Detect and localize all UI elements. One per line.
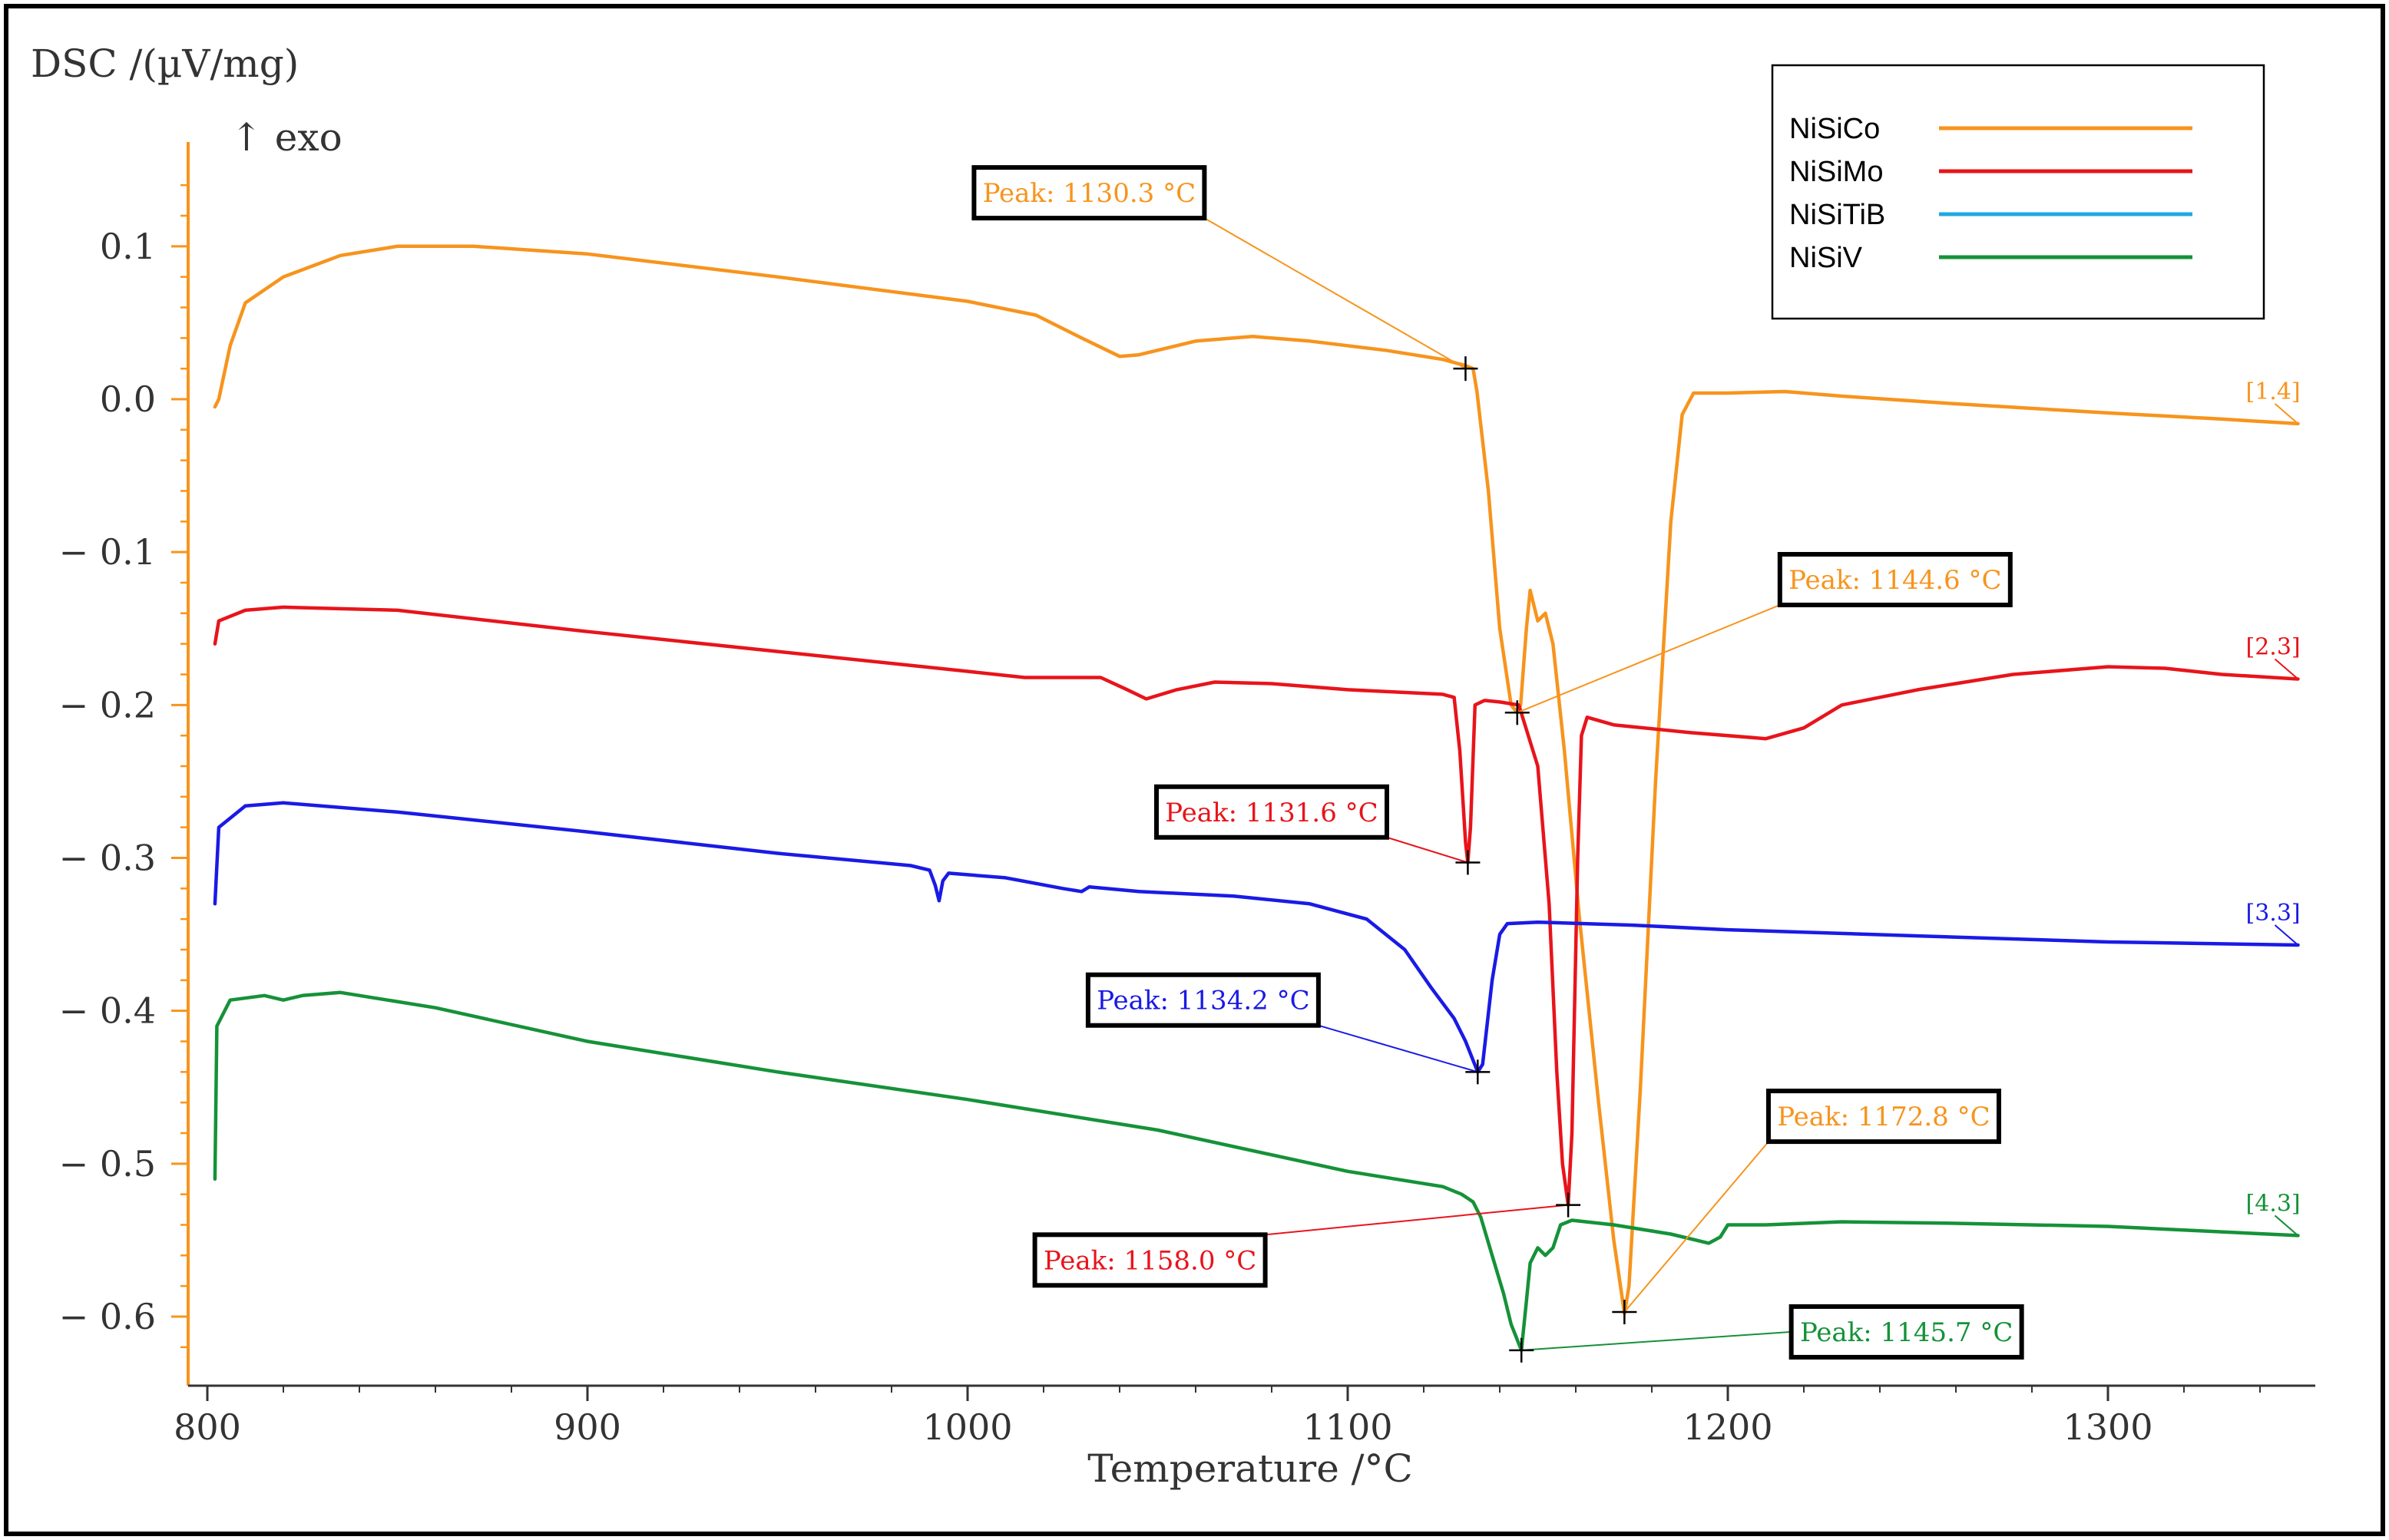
y-tick-label: − 0.3 <box>59 838 156 879</box>
annotation-layer: Peak: 1130.3 °C Peak: 1144.6 °C Peak: 1131… <box>971 165 2024 1363</box>
legend-label: NiSiV <box>1789 242 1863 274</box>
series-end-label: [4.3] <box>2246 1190 2301 1217</box>
annotation-leader <box>1623 1141 1769 1313</box>
annotation-label: Peak: 1144.6 °C <box>1788 565 2001 596</box>
series-line-nisitib <box>213 801 2300 1074</box>
annotation-box <box>1765 1089 2001 1145</box>
y-tick-label: − 0.6 <box>59 1296 156 1337</box>
legend-label: NiSiMo <box>1789 156 1883 188</box>
y-tick-label: − 0.2 <box>59 684 156 725</box>
legend-entries: NiSiCo NiSiMo NiSiTiB NiSiV <box>1789 113 2192 274</box>
legend: NiSiCo NiSiMo NiSiTiB NiSiV <box>1771 64 2265 320</box>
y-tick-label: − 0.4 <box>59 990 156 1032</box>
series-line-nisiv <box>213 990 2300 1353</box>
series-end-tick <box>2274 1214 2299 1237</box>
annotation-leader <box>1318 1024 1478 1073</box>
series-end-label: [1.4] <box>2246 378 2301 405</box>
y-tick-label: 0.1 <box>100 226 156 267</box>
annotation-leader <box>1203 217 1466 370</box>
annotation-label: Peak: 1158.0 °C <box>1044 1245 1256 1276</box>
exo-label: ↑ exo <box>230 115 342 160</box>
y-tick-label: − 0.1 <box>59 531 156 573</box>
x-tick-label: 900 <box>554 1406 621 1448</box>
series-end-tick <box>2274 403 2299 425</box>
annotation-leader <box>1517 604 1781 714</box>
annotation-leader <box>1265 1204 1569 1236</box>
annotation-leader <box>1386 836 1468 864</box>
series-end-tick <box>2274 924 2299 946</box>
y-tick-label: − 0.5 <box>59 1143 156 1185</box>
annotation-label: Peak: 1134.2 °C <box>1097 986 1309 1016</box>
annotation-label: Peak: 1130.3 °C <box>983 178 1196 209</box>
series-layer: [1.4] [2.3] [3.3] [4.3] <box>213 244 2301 1353</box>
x-tick-label: 1200 <box>1683 1406 1772 1448</box>
y-tick-label: 0.0 <box>100 378 156 420</box>
annotation-label: Peak: 1172.8 °C <box>1777 1102 1990 1132</box>
series-end-label: [3.3] <box>2246 900 2301 927</box>
annotation-box <box>1154 784 1389 840</box>
x-tick-label: 1000 <box>922 1406 1012 1448</box>
annotation-box <box>1788 1304 2024 1360</box>
axes-layer: 0.1 0.0 − 0.1 − 0.2 − 0.3 − 0.4 − 0.5 − 0.6 800 9… <box>59 142 2315 1448</box>
legend-box <box>1771 64 2265 320</box>
annotation-box <box>971 165 1207 221</box>
annotation-label: Peak: 1145.7 °C <box>1800 1317 2013 1348</box>
annotation-box <box>1777 552 2013 608</box>
legend-label: NiSiTiB <box>1789 199 1885 231</box>
series-end-tick <box>2274 658 2299 680</box>
annotation-box <box>1032 1232 1268 1288</box>
annotation-label: Peak: 1131.6 °C <box>1165 798 1378 828</box>
annotation-leader <box>1521 1330 1792 1351</box>
annotation-box <box>1085 972 1321 1028</box>
series-end-label: [2.3] <box>2246 633 2301 660</box>
legend-label: NiSiCo <box>1789 113 1880 145</box>
x-tick-label: 800 <box>174 1406 241 1448</box>
series-line-nisimo <box>213 605 2300 1207</box>
x-tick-label: 1100 <box>1302 1406 1392 1448</box>
y-axis-title: DSC /(µV/mg) <box>31 41 299 86</box>
x-axis-title: Temperature /°C <box>1087 1446 1413 1491</box>
x-tick-label: 1300 <box>2063 1406 2152 1448</box>
